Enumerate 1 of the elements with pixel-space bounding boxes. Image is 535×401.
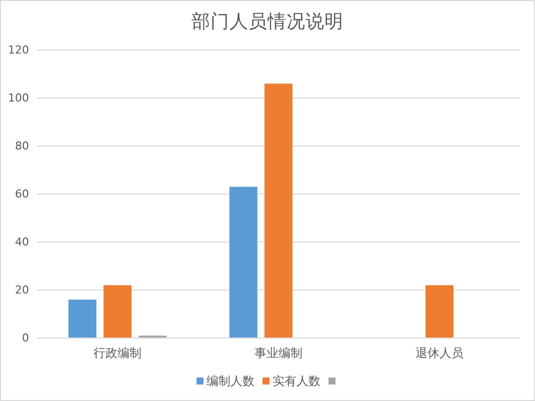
title: 部门人员情况说明: [192, 12, 344, 32]
